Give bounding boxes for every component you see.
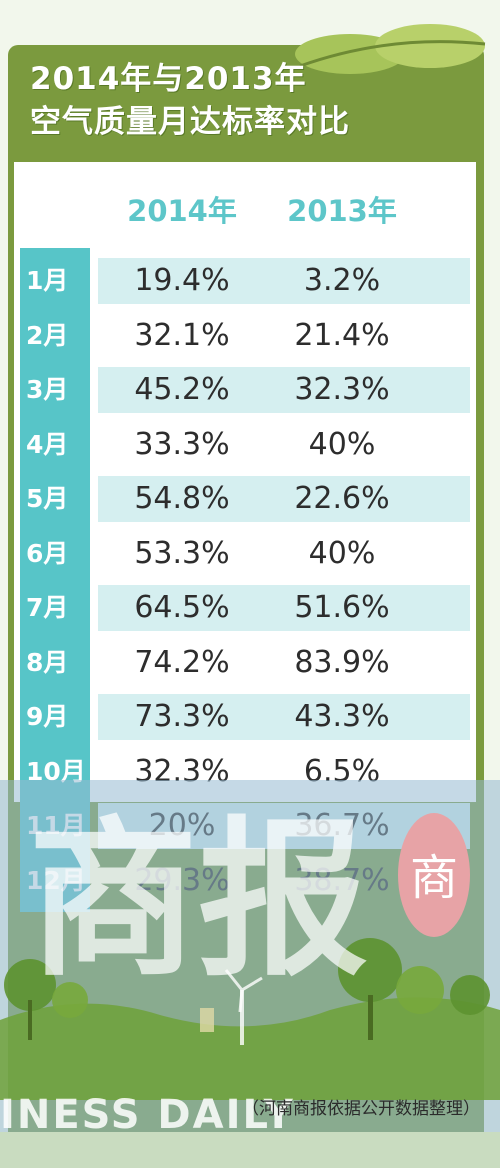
seal-logo-icon: 商 — [398, 813, 470, 937]
value-2014: 33.3% — [134, 427, 230, 462]
value-2014: 53.3% — [134, 536, 230, 571]
column-header-2013: 2013年 — [287, 194, 397, 228]
value-2013: 40% — [308, 427, 376, 462]
month-label: 4月 — [26, 430, 69, 459]
month-label: 7月 — [26, 593, 69, 622]
value-2014: 73.3% — [134, 699, 230, 734]
table-row: 3月 45.2% 32.3% — [20, 367, 470, 413]
month-label: 5月 — [26, 484, 69, 513]
title-line-2: 空气质量月达标率对比 — [30, 104, 350, 140]
row-band — [98, 694, 470, 740]
value-2013: 21.4% — [294, 318, 390, 353]
month-label: 9月 — [26, 702, 69, 731]
value-2013: 83.9% — [294, 645, 390, 680]
chart-title: 2014年与2013年 空气质量月达标率对比 — [30, 58, 430, 144]
watermark-latin: INESS DAILY — [0, 1092, 295, 1138]
value-2013: 43.3% — [294, 699, 390, 734]
watermark-text: 商报 — [28, 800, 369, 1000]
row-band — [98, 476, 470, 522]
value-2013: 3.2% — [303, 263, 381, 298]
landscape-illustration — [0, 938, 500, 1100]
table-row: 2月 32.1% 21.4% — [20, 313, 470, 359]
value-2013: 51.6% — [294, 590, 390, 625]
month-label: 1月 — [26, 266, 69, 295]
leaf-decoration-icon — [295, 24, 486, 74]
month-label: 2月 — [26, 321, 69, 350]
table-row: 4月 33.3% 40% — [20, 422, 470, 468]
value-2014: 32.1% — [134, 318, 230, 353]
month-label: 3月 — [26, 375, 69, 404]
value-2014: 64.5% — [134, 590, 230, 625]
column-header-2014: 2014年 — [127, 194, 237, 228]
month-label: 6月 — [26, 539, 69, 568]
row-band — [98, 585, 470, 631]
row-band — [98, 258, 470, 304]
table-row: 6月 53.3% 40% — [20, 531, 470, 577]
footer-strip — [0, 1132, 500, 1168]
value-2014: 19.4% — [134, 263, 230, 298]
value-2014: 74.2% — [134, 645, 230, 680]
row-band — [98, 367, 470, 413]
seal-char: 商 — [410, 850, 458, 906]
month-label: 8月 — [26, 648, 69, 677]
source-credit: （河南商报依据公开数据整理） — [242, 1099, 480, 1119]
table-row: 8月 74.2% 83.9% — [20, 640, 470, 686]
table-row: 7月 64.5% 51.6% — [20, 585, 470, 631]
title-line-1: 2014年与2013年 — [30, 61, 307, 97]
value-2013: 32.3% — [294, 372, 390, 407]
table-row: 5月 54.8% 22.6% — [20, 476, 470, 522]
table-row: 9月 73.3% 43.3% — [20, 694, 470, 740]
table-row: 1月 19.4% 3.2% — [20, 258, 470, 304]
value-2013: 40% — [308, 536, 376, 571]
value-2014: 45.2% — [134, 372, 230, 407]
value-2014: 54.8% — [134, 481, 230, 516]
value-2013: 22.6% — [294, 481, 390, 516]
